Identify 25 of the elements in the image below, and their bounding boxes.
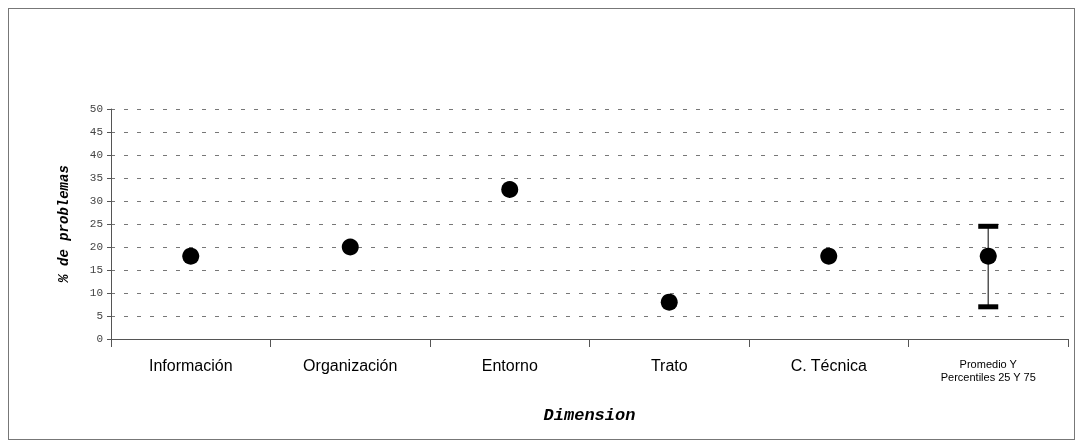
y-tick-label: 20 [89,241,103,253]
x-tick-label: Entorno [481,356,538,374]
y-tick-label: 35 [89,172,103,184]
point [182,247,200,265]
point [341,238,359,256]
y-axis-title: % de problemas [56,165,72,284]
y-tick-label: 25 [89,218,103,230]
point [501,181,519,198]
y-tick-label: 45 [89,126,103,138]
y-tick-label: 50 [89,103,103,115]
y-tick-label: 0 [96,333,103,345]
y-tick-label: 30 [89,195,103,207]
x-tick-label: Información [148,356,233,374]
point [660,293,678,311]
x-tick-label: C. Técnica [790,356,867,374]
y-tick-label: 40 [89,149,103,161]
y-tick-label: 5 [96,310,103,322]
x-tick-label: Promedio Y Percentiles 25 Y 75 [940,357,1036,383]
x-axis-title: Dimension [543,406,636,425]
x-tick-label: Organización [303,356,398,374]
x-tick-label: Trato [650,356,688,374]
point [979,247,997,265]
y-tick-label: 10 [89,287,103,299]
point [820,247,838,265]
y-tick-label: 15 [89,264,103,276]
